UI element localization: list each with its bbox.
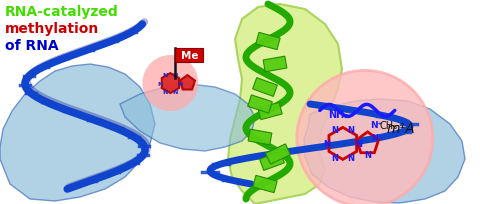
Polygon shape bbox=[253, 175, 277, 193]
Polygon shape bbox=[228, 5, 342, 204]
Polygon shape bbox=[256, 33, 280, 50]
Text: NH₂: NH₂ bbox=[328, 109, 348, 119]
Text: N: N bbox=[178, 81, 183, 86]
Circle shape bbox=[297, 71, 433, 204]
Polygon shape bbox=[248, 95, 272, 114]
Text: m¹A: m¹A bbox=[387, 122, 415, 136]
Text: Me: Me bbox=[180, 51, 198, 61]
Text: N: N bbox=[163, 90, 168, 95]
Text: N: N bbox=[355, 139, 362, 148]
Polygon shape bbox=[120, 85, 255, 151]
Polygon shape bbox=[162, 74, 179, 94]
Text: N⁺: N⁺ bbox=[370, 121, 382, 130]
Polygon shape bbox=[260, 152, 284, 171]
Polygon shape bbox=[304, 100, 465, 203]
Text: N: N bbox=[324, 139, 330, 148]
Text: N: N bbox=[173, 73, 178, 78]
Text: N: N bbox=[372, 134, 378, 143]
Text: of RNA: of RNA bbox=[5, 39, 59, 53]
Text: N: N bbox=[364, 151, 371, 160]
Polygon shape bbox=[175, 49, 204, 63]
Polygon shape bbox=[258, 103, 282, 120]
Text: N: N bbox=[348, 153, 354, 162]
Polygon shape bbox=[248, 130, 272, 145]
Text: N: N bbox=[158, 81, 163, 86]
Polygon shape bbox=[180, 76, 195, 90]
Text: CH₃: CH₃ bbox=[380, 120, 398, 130]
Text: methylation: methylation bbox=[5, 22, 99, 36]
Text: N: N bbox=[331, 125, 338, 134]
Polygon shape bbox=[0, 65, 155, 201]
Text: N: N bbox=[163, 73, 168, 78]
Polygon shape bbox=[263, 57, 287, 72]
Text: N: N bbox=[331, 153, 338, 162]
Circle shape bbox=[143, 56, 198, 112]
Polygon shape bbox=[265, 144, 290, 164]
Text: RNA-catalyzed: RNA-catalyzed bbox=[5, 5, 119, 19]
Text: N: N bbox=[173, 90, 178, 95]
Polygon shape bbox=[252, 78, 277, 97]
Text: N: N bbox=[348, 125, 354, 134]
